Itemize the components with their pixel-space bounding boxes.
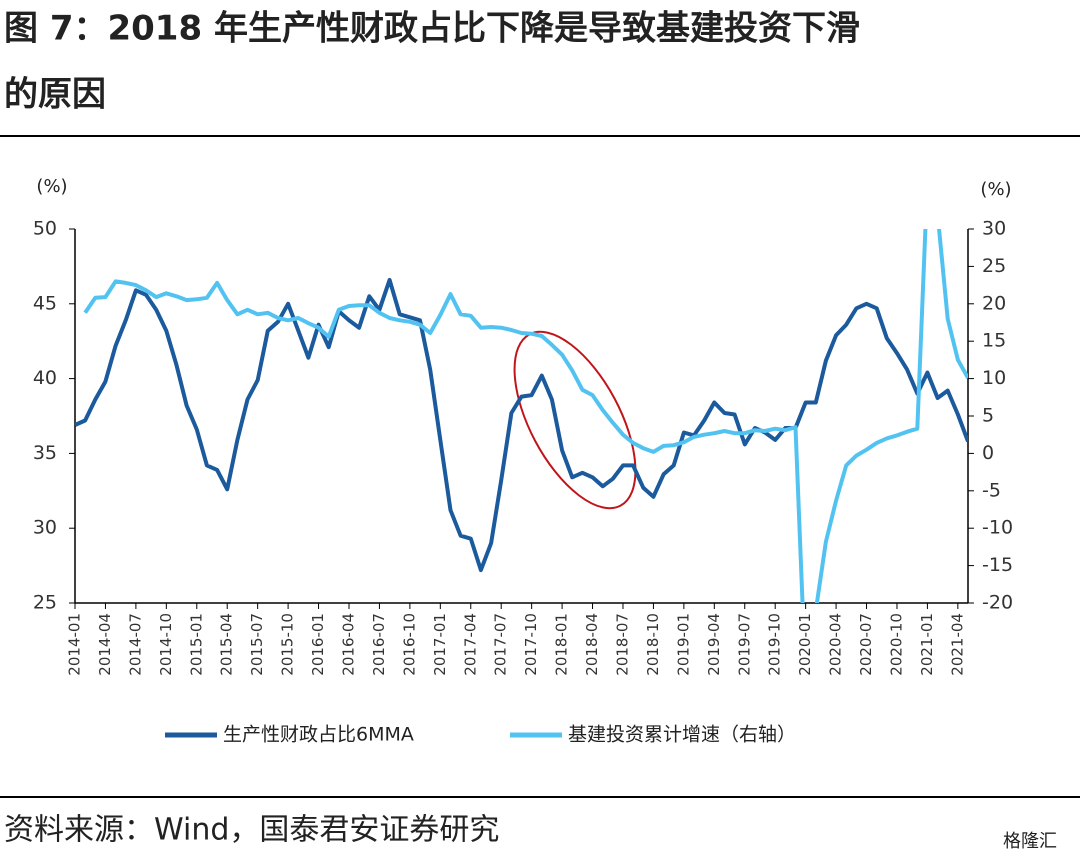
x-tick-label: 2014-10 bbox=[157, 613, 175, 676]
x-tick-label: 2021-01 bbox=[918, 613, 936, 676]
x-tick-label: 2015-10 bbox=[279, 613, 297, 676]
x-tick-label: 2020-10 bbox=[887, 613, 905, 676]
x-tick-label: 2015-04 bbox=[218, 613, 236, 676]
series-line bbox=[83, 229, 968, 603]
x-tick-label: 2018-01 bbox=[553, 613, 571, 676]
x-tick-label: 2018-10 bbox=[644, 613, 662, 676]
x-tick-label: 2017-10 bbox=[522, 613, 540, 676]
x-tick-label: 2014-07 bbox=[126, 613, 144, 676]
y-tick-label: 35 bbox=[33, 442, 57, 464]
x-tick-label: 2014-01 bbox=[66, 613, 84, 676]
y2-axis-label: (%) bbox=[980, 179, 1011, 200]
watermark: 格隆汇 bbox=[1003, 831, 1057, 852]
source-note: 资料来源：Wind，国泰君安证券研究 bbox=[4, 813, 499, 848]
chart-title: 图 7：2018 年生产性财政占比下降是导致基建投资下滑 bbox=[4, 9, 860, 49]
x-tick-label: 2020-01 bbox=[796, 613, 814, 676]
y2-tick-label: 15 bbox=[982, 330, 1006, 352]
chart-title: 的原因 bbox=[4, 75, 106, 115]
y2-tick-label: -5 bbox=[982, 479, 1001, 501]
y2-tick-label: -10 bbox=[982, 517, 1013, 539]
y2-tick-label: 30 bbox=[982, 218, 1006, 240]
x-tick-label: 2019-07 bbox=[735, 613, 753, 676]
x-tick-label: 2019-04 bbox=[705, 613, 723, 676]
x-tick-label: 2018-07 bbox=[613, 613, 631, 676]
y2-tick-label: 25 bbox=[982, 255, 1006, 277]
x-tick-label: 2017-04 bbox=[461, 613, 479, 676]
x-tick-label: 2018-04 bbox=[583, 613, 601, 676]
legend-label: 生产性财政占比6MMA bbox=[223, 724, 414, 746]
x-tick-label: 2014-04 bbox=[96, 613, 114, 676]
y2-tick-label: 20 bbox=[982, 292, 1006, 314]
x-tick-label: 2015-01 bbox=[187, 613, 205, 676]
x-tick-label: 2017-07 bbox=[492, 613, 510, 676]
y2-tick-label: 0 bbox=[982, 442, 994, 464]
x-tick-label: 2017-01 bbox=[431, 613, 449, 676]
x-tick-label: 2016-07 bbox=[370, 613, 388, 676]
x-tick-label: 2021-04 bbox=[948, 613, 966, 676]
x-tick-label: 2020-04 bbox=[827, 613, 845, 676]
series-line bbox=[75, 277, 968, 573]
y2-tick-label: -15 bbox=[982, 554, 1013, 576]
legend-label: 基建投资累计增速（右轴） bbox=[568, 724, 796, 746]
x-tick-label: 2019-01 bbox=[674, 613, 692, 676]
x-tick-label: 2019-10 bbox=[766, 613, 784, 676]
y2-tick-label: 10 bbox=[982, 367, 1006, 389]
y-tick-label: 45 bbox=[33, 292, 57, 314]
y-tick-label: 40 bbox=[33, 367, 57, 389]
y2-tick-label: -20 bbox=[982, 592, 1013, 614]
y-tick-label: 25 bbox=[33, 592, 57, 614]
y2-tick-label: 5 bbox=[982, 405, 994, 427]
y-axis-label: (%) bbox=[36, 176, 67, 197]
x-tick-label: 2015-07 bbox=[248, 613, 266, 676]
highlight-ellipse bbox=[513, 330, 637, 510]
plot-area bbox=[75, 229, 968, 603]
y-tick-label: 50 bbox=[33, 218, 57, 240]
x-tick-label: 2016-01 bbox=[309, 613, 327, 676]
x-tick-label: 2016-10 bbox=[400, 613, 418, 676]
y-tick-label: 30 bbox=[33, 517, 57, 539]
x-tick-label: 2016-04 bbox=[339, 613, 357, 676]
x-tick-label: 2020-07 bbox=[857, 613, 875, 676]
